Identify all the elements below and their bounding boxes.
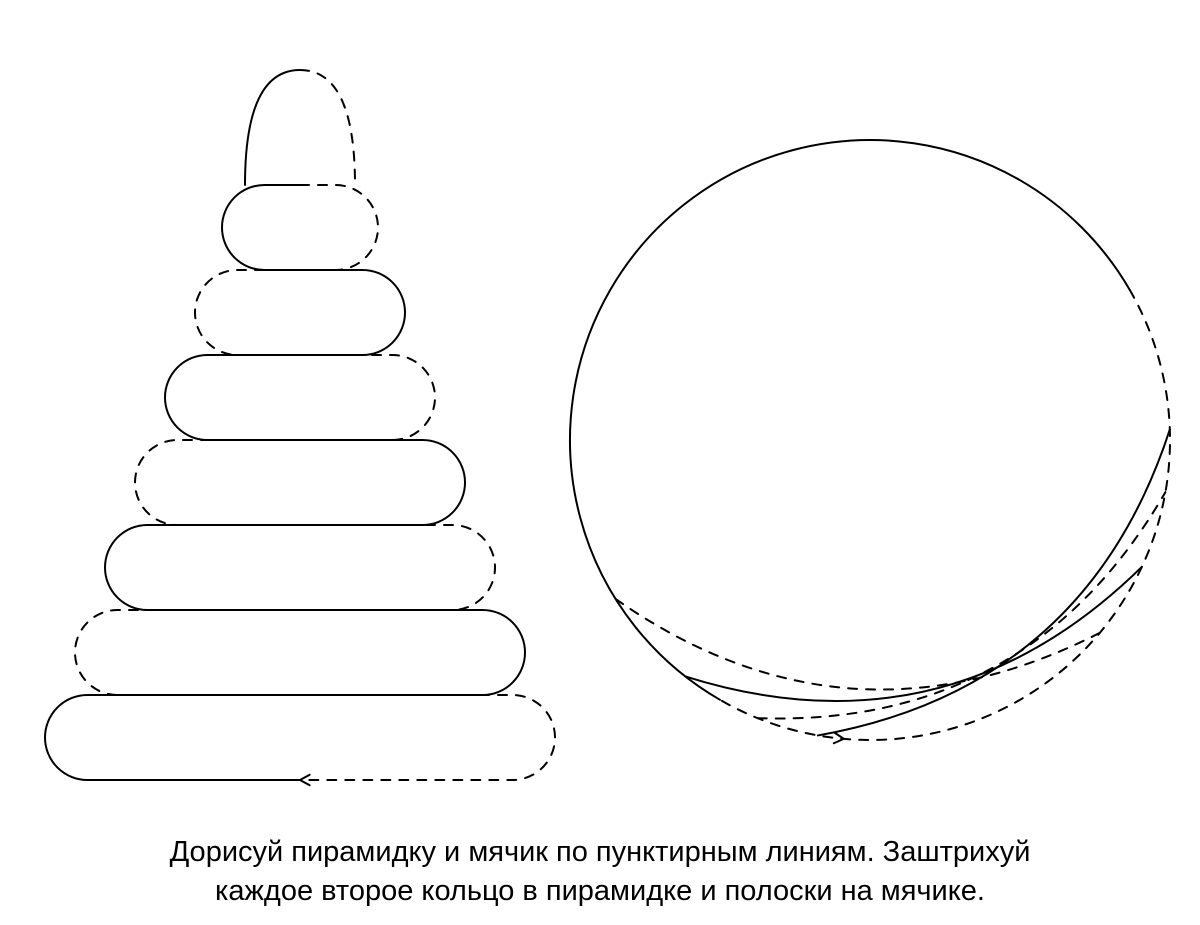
pyramid-ring-half xyxy=(300,695,555,780)
caption-line-1: Дорисуй пирамидку и мячик по пунктирным … xyxy=(170,836,1031,868)
pyramid-ring-half xyxy=(300,440,465,525)
ball-outline xyxy=(570,140,1130,700)
pyramid-ring-half xyxy=(300,355,435,440)
pyramid-cap xyxy=(245,70,300,185)
worksheet-canvas: Дорисуй пирамидку и мячик по пунктирным … xyxy=(0,0,1200,925)
pyramid-ring-half xyxy=(105,525,300,610)
pyramid-ring-half xyxy=(165,355,300,440)
drawing-svg xyxy=(0,0,1200,925)
pyramid-ring-half xyxy=(135,440,300,525)
pyramid-ring-half xyxy=(300,270,405,355)
pyramid-ring-half xyxy=(300,525,495,610)
pyramid-ring-half xyxy=(222,185,300,270)
pyramid-ring-half xyxy=(75,610,300,695)
caption-line-2: каждое второе кольцо в пирамидке и полос… xyxy=(215,875,985,907)
ball-outline xyxy=(720,290,1170,740)
pyramid-ring-half xyxy=(45,695,300,780)
pyramid-ring-half xyxy=(195,270,300,355)
pyramid-cap xyxy=(300,70,355,185)
ball-stripe xyxy=(616,599,1100,690)
pyramid-ring-half xyxy=(300,610,525,695)
pyramid-ring-half xyxy=(300,185,378,270)
instruction-caption: Дорисуй пирамидку и мячик по пунктирным … xyxy=(0,833,1200,911)
ball-stripe xyxy=(685,567,1142,701)
